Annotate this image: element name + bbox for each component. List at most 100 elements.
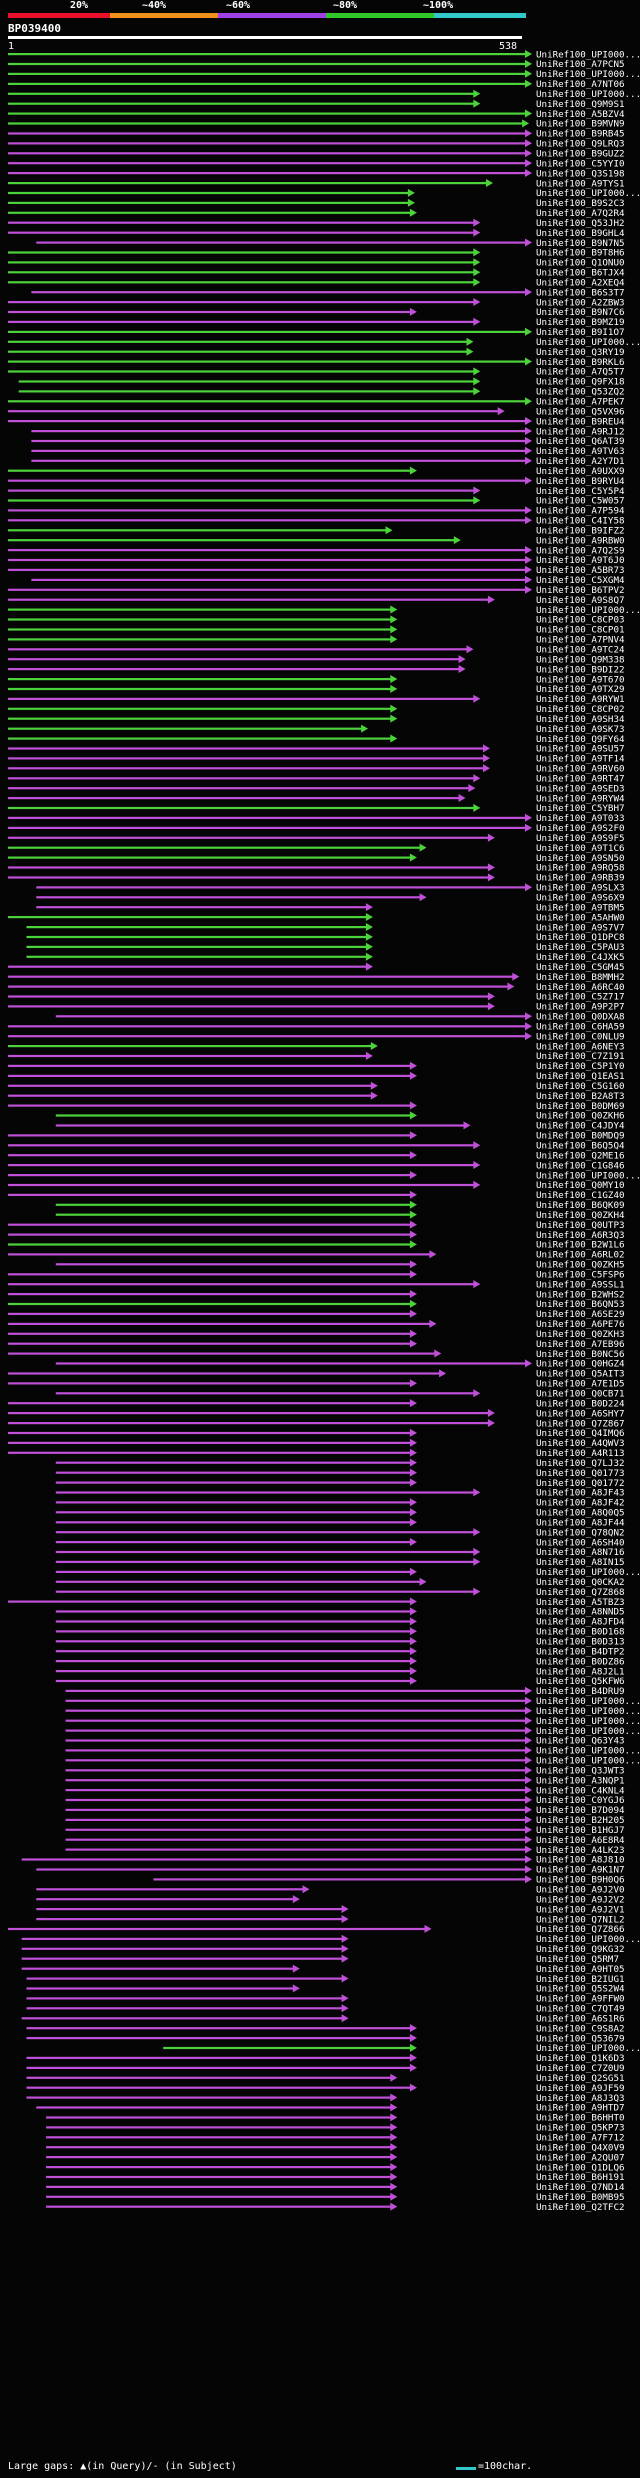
hit-bar[interactable] (8, 1253, 431, 1256)
hit-label[interactable]: UniRef100_UPI000... (536, 1706, 640, 1717)
hit-label[interactable]: UniRef100_Q53JH2 (536, 218, 625, 229)
hit-label[interactable]: UniRef100_A9SH34 (536, 714, 625, 725)
hit-bar[interactable] (8, 1293, 411, 1296)
hit-bar[interactable] (8, 162, 526, 165)
hit-bar[interactable] (8, 558, 526, 562)
hit-label[interactable]: UniRef100_Q5AIT3 (536, 1369, 625, 1380)
hit-label[interactable]: UniRef100_A5BR73 (536, 565, 625, 576)
hit-bar[interactable] (65, 1699, 526, 1702)
hit-bar[interactable] (8, 1243, 411, 1246)
hit-label[interactable]: UniRef100_C5P1Y0 (536, 1061, 625, 1072)
hit-bar[interactable] (8, 638, 392, 641)
hit-label[interactable]: UniRef100_C5Z717 (536, 992, 625, 1003)
hit-label[interactable]: UniRef100_A2QU07 (536, 2152, 625, 2163)
hit-label[interactable]: UniRef100_C5XGM4 (536, 575, 625, 586)
hit-label[interactable]: UniRef100_C7QT49 (536, 2004, 625, 2015)
hit-bar[interactable] (8, 1332, 411, 1335)
hit-bar[interactable] (55, 1392, 475, 1395)
hit-bar[interactable] (8, 92, 475, 95)
hit-label[interactable]: UniRef100_Q7Z867 (536, 1418, 625, 1429)
hit-label[interactable]: UniRef100_A9SLX3 (536, 883, 625, 894)
hit-bar[interactable] (8, 360, 526, 363)
hit-label[interactable]: UniRef100_UPI000... (536, 89, 640, 100)
hit-label[interactable]: UniRef100_B6QK09 (536, 1200, 625, 1211)
hit-label[interactable]: UniRef100_C5W057 (536, 496, 625, 507)
hit-bar[interactable] (36, 1908, 343, 1911)
hit-bar[interactable] (8, 658, 460, 661)
hit-bar[interactable] (36, 1868, 527, 1871)
hit-bar[interactable] (8, 549, 526, 552)
hit-bar[interactable] (36, 1918, 343, 1921)
hit-bar[interactable] (8, 509, 526, 512)
hit-bar[interactable] (21, 2017, 343, 2020)
hit-bar[interactable] (8, 1273, 411, 1276)
hit-label[interactable]: UniRef100_UPI000... (536, 1567, 640, 1578)
hit-bar[interactable] (26, 926, 367, 929)
hit-bar[interactable] (21, 1947, 343, 1950)
hit-label[interactable]: UniRef100_Q3RY19 (536, 347, 625, 358)
hit-label[interactable]: UniRef100_A9RYW4 (536, 793, 625, 804)
hit-bar[interactable] (65, 1779, 526, 1782)
hit-bar[interactable] (36, 906, 367, 909)
hit-label[interactable]: UniRef100_B4DTP2 (536, 1646, 625, 1657)
hit-bar[interactable] (31, 291, 527, 294)
hit-label[interactable]: UniRef100_Q0ZKH6 (536, 1111, 625, 1122)
hit-bar[interactable] (8, 102, 475, 105)
hit-bar[interactable] (31, 578, 527, 581)
hit-label[interactable]: UniRef100_A9TYS1 (536, 178, 625, 189)
hit-label[interactable]: UniRef100_A7PCN5 (536, 59, 625, 70)
hit-label[interactable]: UniRef100_A9RV60 (536, 764, 625, 775)
hit-label[interactable]: UniRef100_B9RB45 (536, 129, 625, 140)
hit-bar[interactable] (36, 241, 527, 244)
hit-label[interactable]: UniRef100_C0NLU9 (536, 1031, 625, 1042)
hit-bar[interactable] (26, 1987, 294, 1990)
hit-bar[interactable] (8, 1927, 426, 1931)
hit-label[interactable]: UniRef100_A6RC40 (536, 982, 625, 993)
hit-bar[interactable] (8, 1054, 367, 1058)
hit-label[interactable]: UniRef100_A7PNV4 (536, 635, 625, 646)
hit-bar[interactable] (8, 132, 526, 135)
hit-bar[interactable] (8, 122, 524, 125)
hit-bar[interactable] (8, 806, 475, 810)
hit-bar[interactable] (8, 72, 526, 75)
hit-bar[interactable] (55, 1650, 411, 1653)
hit-bar[interactable] (8, 1342, 411, 1345)
hit-bar[interactable] (8, 539, 455, 542)
hit-bar[interactable] (8, 1084, 372, 1087)
hit-bar[interactable] (8, 618, 392, 621)
hit-bar[interactable] (46, 2195, 392, 2198)
hit-label[interactable]: UniRef100_A3NQP1 (536, 1775, 625, 1786)
hit-bar[interactable] (36, 1898, 294, 1901)
hit-bar[interactable] (8, 201, 409, 204)
hit-label[interactable]: UniRef100_C1G846 (536, 1160, 625, 1171)
hit-label[interactable]: UniRef100_B9MVN9 (536, 119, 625, 130)
hit-label[interactable]: UniRef100_UPI000... (536, 1756, 640, 1767)
hit-bar[interactable] (8, 1412, 489, 1415)
hit-bar[interactable] (31, 459, 527, 462)
hit-label[interactable]: UniRef100_Q2TFC2 (536, 2202, 625, 2213)
hit-label[interactable]: UniRef100_Q9M338 (536, 654, 625, 665)
hit-label[interactable]: UniRef100_UPI000... (536, 1726, 640, 1737)
hit-bar[interactable] (8, 370, 475, 373)
hit-label[interactable]: UniRef100_A9HTD7 (536, 2103, 625, 2114)
hit-label[interactable]: UniRef100_C8CP03 (536, 615, 625, 626)
hit-bar[interactable] (55, 1362, 527, 1365)
hit-label[interactable]: UniRef100_Q7Z866 (536, 1924, 625, 1935)
hit-bar[interactable] (26, 945, 367, 948)
hit-label[interactable]: UniRef100_A6S1R6 (536, 2014, 625, 2025)
hit-label[interactable]: UniRef100_Q78QN2 (536, 1527, 625, 1538)
hit-bar[interactable] (8, 1094, 372, 1097)
hit-label[interactable]: UniRef100_A9S6X9 (536, 893, 625, 904)
hit-label[interactable]: UniRef100_C4JXK5 (536, 952, 625, 963)
hit-label[interactable]: UniRef100_A8IN15 (536, 1557, 625, 1568)
hit-bar[interactable] (8, 916, 367, 919)
hit-label[interactable]: UniRef100_C4KNL4 (536, 1785, 625, 1796)
hit-bar[interactable] (55, 1471, 411, 1474)
hit-label[interactable]: UniRef100_C5PAU3 (536, 942, 625, 953)
hit-bar[interactable] (31, 439, 527, 443)
hit-label[interactable]: UniRef100_B9S2C3 (536, 198, 625, 209)
hit-label[interactable]: UniRef100_A9TF14 (536, 754, 625, 765)
hit-label[interactable]: UniRef100_A9J2V2 (536, 1894, 625, 1905)
hit-label[interactable]: UniRef100_C5YYI0 (536, 158, 625, 169)
hit-bar[interactable] (8, 737, 392, 740)
